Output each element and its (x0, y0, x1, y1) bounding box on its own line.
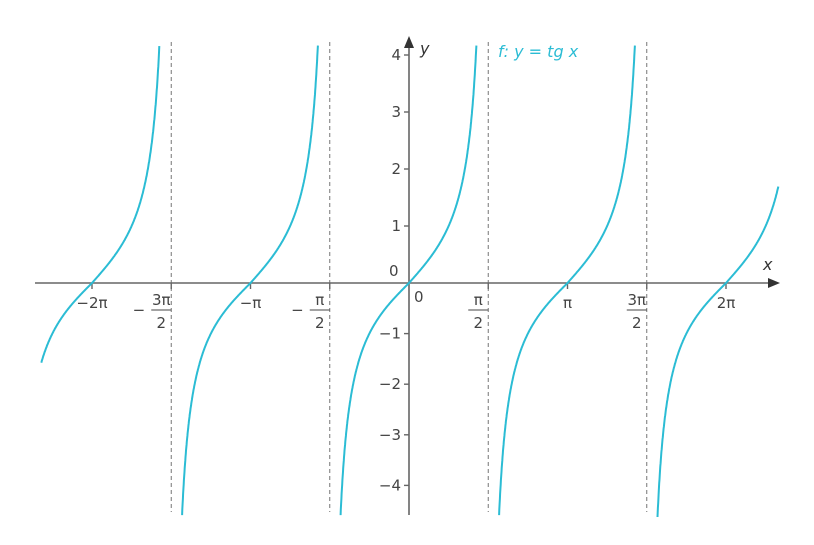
x-tick-numerator: 3π (627, 291, 646, 309)
y-tick-label: −4 (379, 476, 401, 494)
tangent-branch (40, 46, 161, 363)
y-tick-label: −1 (379, 325, 401, 343)
x-tick-label: 2π (717, 294, 736, 312)
origin-label: 0 (414, 288, 424, 306)
function-label: f: y = tg x (498, 42, 579, 61)
tangent-branch (656, 186, 780, 518)
x-tick-numerator: 3π (152, 291, 171, 309)
y-tick-label: −3 (379, 426, 401, 444)
y-axis-arrow (404, 36, 414, 48)
y-tick-label: −2 (379, 375, 401, 393)
y-tick-label: 3 (391, 103, 401, 121)
tangent-branch (498, 45, 636, 516)
y-origin-label: 0 (389, 262, 399, 280)
x-tick-denominator: 2 (315, 314, 325, 332)
x-axis-label: x (762, 255, 773, 274)
y-tick-label: 4 (391, 46, 401, 64)
x-tick-denominator: 2 (632, 314, 642, 332)
x-tick-label: −π (240, 294, 262, 312)
x-tick-denominator: 2 (156, 314, 166, 332)
tangent-branch (181, 45, 319, 516)
x-tick-numerator: π (315, 291, 324, 309)
x-tick-sign: − (133, 301, 146, 319)
y-tick-label: 1 (391, 217, 401, 235)
x-tick-label: π (563, 294, 572, 312)
y-tick-label: 2 (391, 160, 401, 178)
x-tick-sign: − (291, 301, 304, 319)
x-tick-label: −2π (76, 294, 107, 312)
x-tick-numerator: π (474, 291, 483, 309)
y-axis-label: y (419, 39, 430, 58)
tangent-branch (339, 45, 478, 516)
x-tick-denominator: 2 (473, 314, 483, 332)
x-axis-arrow (768, 278, 780, 288)
